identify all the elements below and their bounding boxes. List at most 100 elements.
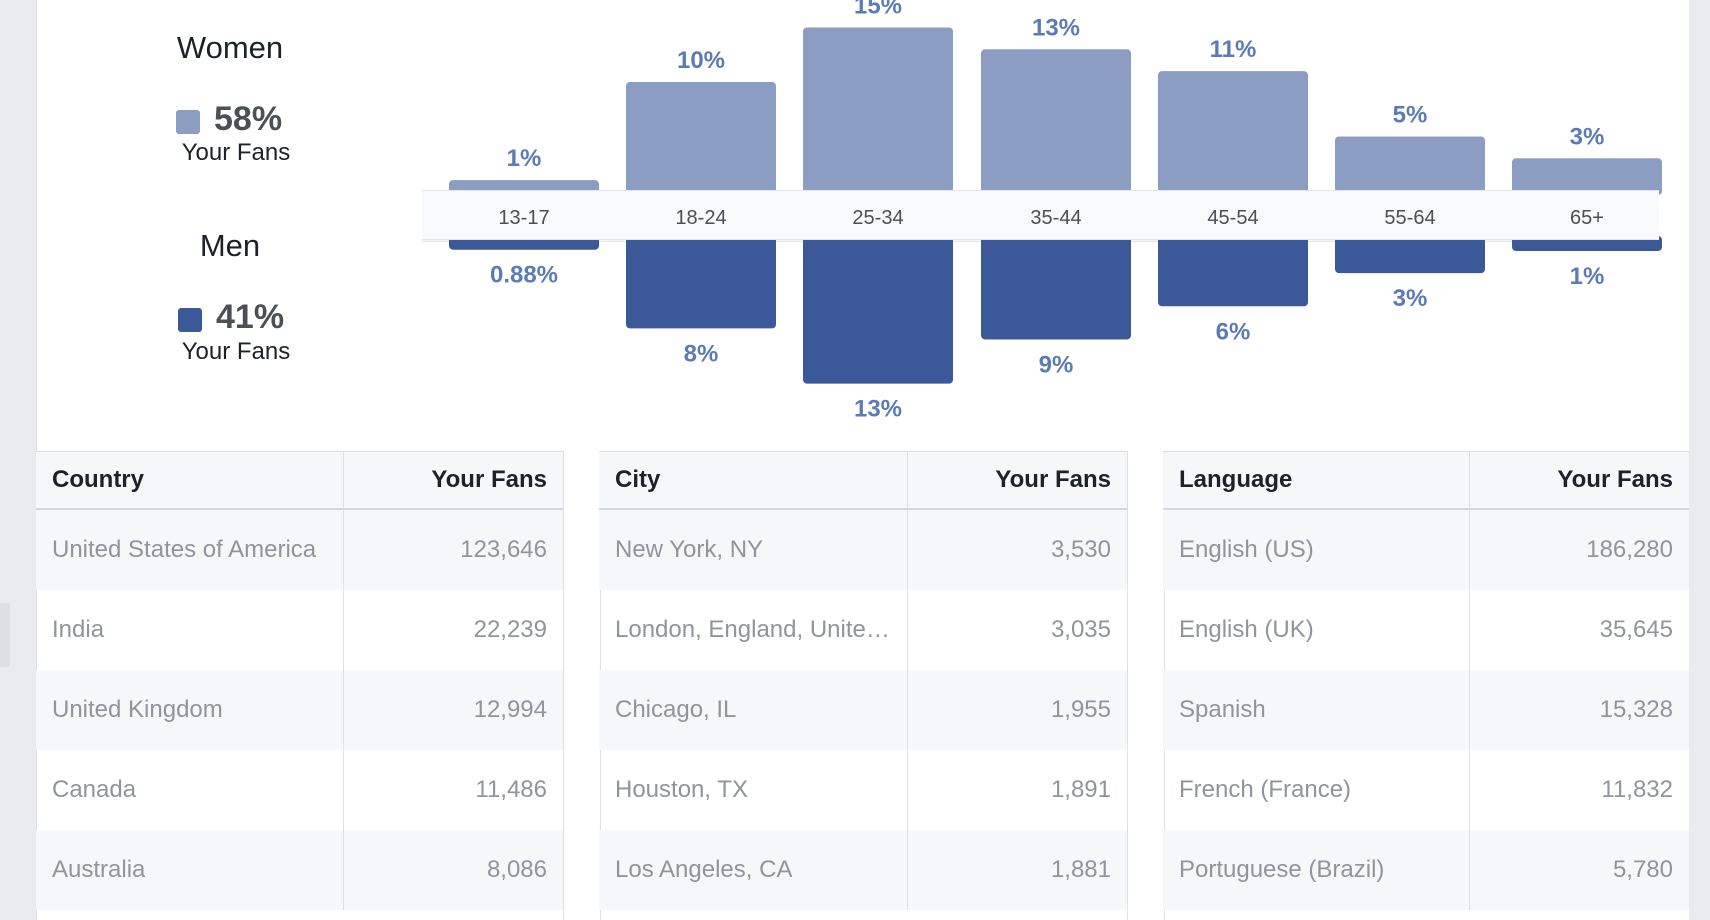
table-gap: [1127, 451, 1165, 920]
row-value: 12,994: [343, 670, 563, 750]
row-name-cell: London, England, Unite…: [599, 590, 907, 670]
row-name-cell: French (France): [1163, 750, 1469, 830]
page-background-left: [0, 0, 36, 920]
city-col-header[interactable]: City: [615, 466, 661, 493]
men-bar-label: 13%: [854, 396, 902, 423]
row-name: London, England, Unite…: [615, 616, 890, 643]
row-value: 1,891: [907, 750, 1127, 830]
city-fans-col-header[interactable]: Your Fans: [907, 452, 1127, 508]
table-row[interactable]: Canada 11,486: [36, 750, 563, 830]
women-bar[interactable]: [1335, 136, 1485, 196]
legend-women-sub: Your Fans: [181, 139, 291, 166]
women-bar-label: 11%: [1210, 36, 1257, 63]
row-name-cell: English (UK): [1163, 590, 1469, 670]
row-name: Los Angeles, CA: [615, 856, 793, 883]
row-name: Portuguese (Brazil): [1179, 856, 1385, 883]
table-row[interactable]: Spanish 15,328: [1163, 670, 1689, 750]
row-name-cell: New York, NY: [599, 510, 907, 590]
legend-men-row: 41%: [178, 298, 284, 337]
table-row[interactable]: United States of America 123,646: [36, 510, 563, 590]
row-name-cell: Los Angeles, CA: [599, 830, 907, 910]
table-row[interactable]: United Kingdom 12,994: [36, 670, 563, 750]
row-value: 5,780: [1469, 830, 1689, 910]
row-name-cell: Australia: [36, 830, 343, 910]
row-value: 3,035: [907, 590, 1127, 670]
women-bar-label: 1%: [507, 145, 542, 172]
age-tick-label: 25-34: [852, 207, 903, 229]
men-bar[interactable]: [981, 236, 1131, 340]
row-name: Houston, TX: [615, 776, 748, 803]
table-row[interactable]: Houston, TX 1,891: [599, 750, 1127, 830]
table-row[interactable]: Chicago, IL 1,955: [599, 670, 1127, 750]
men-bar-label: 1%: [1570, 263, 1605, 290]
age-gender-chart: 1% 0.88% 10% 8% 15% 13% 13% 9% 11% 6% 5% 3% 3% 1% 13-1…: [422, 0, 1662, 423]
row-name-cell: Spanish: [1163, 670, 1469, 750]
table-row[interactable]: Portuguese (Brazil) 5,780: [1163, 830, 1689, 910]
men-bar[interactable]: [803, 236, 953, 384]
women-bar[interactable]: [981, 49, 1131, 195]
country-table-header: Country Your Fans: [36, 452, 563, 510]
legend-women-row: 58%: [176, 100, 282, 139]
table-row[interactable]: Los Angeles, CA 1,881: [599, 830, 1127, 910]
men-bar[interactable]: [626, 236, 776, 329]
country-col-header[interactable]: Country: [52, 466, 144, 493]
legend-men-swatch: [178, 308, 202, 332]
women-bar-label: 10%: [677, 47, 725, 74]
legend-women-pct: 58%: [214, 100, 283, 138]
women-bar[interactable]: [1158, 71, 1308, 195]
age-tick-label: 65+: [1570, 207, 1604, 229]
age-tick-label: 55-64: [1384, 207, 1435, 229]
men-bar-label: 9%: [1039, 351, 1074, 378]
row-value: 186,280: [1469, 510, 1689, 590]
table-row[interactable]: London, England, Unite… 3,035: [599, 590, 1127, 670]
row-value: 1,881: [907, 830, 1127, 910]
row-value: 15,328: [1469, 670, 1689, 750]
row-name: New York, NY: [615, 536, 764, 563]
side-scroll-tab[interactable]: [0, 603, 10, 667]
men-bar-label: 8%: [684, 340, 719, 367]
age-tick-label: 18-24: [675, 207, 726, 229]
country-fans-col-header[interactable]: Your Fans: [343, 452, 563, 508]
women-bar[interactable]: [1512, 158, 1662, 195]
row-name-cell: English (US): [1163, 510, 1469, 590]
women-bar[interactable]: [626, 82, 776, 195]
legend-men-pct: 41%: [216, 298, 285, 336]
table-row[interactable]: India 22,239: [36, 590, 563, 670]
table-row[interactable]: Australia 8,086: [36, 830, 563, 910]
table-row[interactable]: English (US) 186,280: [1163, 510, 1689, 590]
row-value: 22,239: [343, 590, 563, 670]
men-bar[interactable]: [1335, 236, 1485, 274]
language-table-body: English (US) 186,280 English (UK) 35,645 Spa…: [1163, 510, 1689, 910]
row-value: 123,646: [343, 510, 563, 590]
age-tick-label: 45-54: [1207, 207, 1258, 229]
city-table: City Your Fans New York, NY 3,530 London, …: [599, 451, 1127, 910]
language-table: Language Your Fans English (US) 186,280 En…: [1163, 451, 1689, 910]
country-table: Country Your Fans United States of Ameri…: [36, 451, 563, 910]
men-bar[interactable]: [1158, 236, 1308, 307]
women-bar-label: 15%: [854, 0, 902, 20]
country-table-body: United States of America 123,646 India 22,2…: [36, 510, 563, 910]
table-row[interactable]: English (UK) 35,645: [1163, 590, 1689, 670]
men-bar-label: 0.88%: [490, 262, 558, 289]
axis-band-fill: [422, 190, 1659, 240]
row-name: French (France): [1179, 776, 1352, 803]
row-name-cell: United Kingdom: [36, 670, 343, 750]
language-fans-col-header[interactable]: Your Fans: [1469, 452, 1689, 508]
men-bar-label: 6%: [1216, 318, 1251, 345]
language-col-header[interactable]: Language: [1179, 466, 1293, 493]
women-bar[interactable]: [803, 27, 953, 196]
row-name: Chicago, IL: [615, 696, 737, 723]
legend-women-title: Women: [176, 30, 284, 65]
row-name: Spanish: [1179, 696, 1266, 723]
row-name: United States of America: [52, 536, 317, 563]
table-row[interactable]: French (France) 11,832: [1163, 750, 1689, 830]
row-name-cell: Canada: [36, 750, 343, 830]
age-tick-label: 13-17: [498, 207, 549, 229]
row-value: 11,486: [343, 750, 563, 830]
row-name-cell: India: [36, 590, 343, 670]
row-name-cell: Chicago, IL: [599, 670, 907, 750]
table-row[interactable]: New York, NY 3,530: [599, 510, 1127, 590]
legend-women-swatch: [176, 110, 200, 134]
age-tick-label: 35-44: [1030, 207, 1081, 229]
legend-men-sub: Your Fans: [181, 338, 291, 365]
